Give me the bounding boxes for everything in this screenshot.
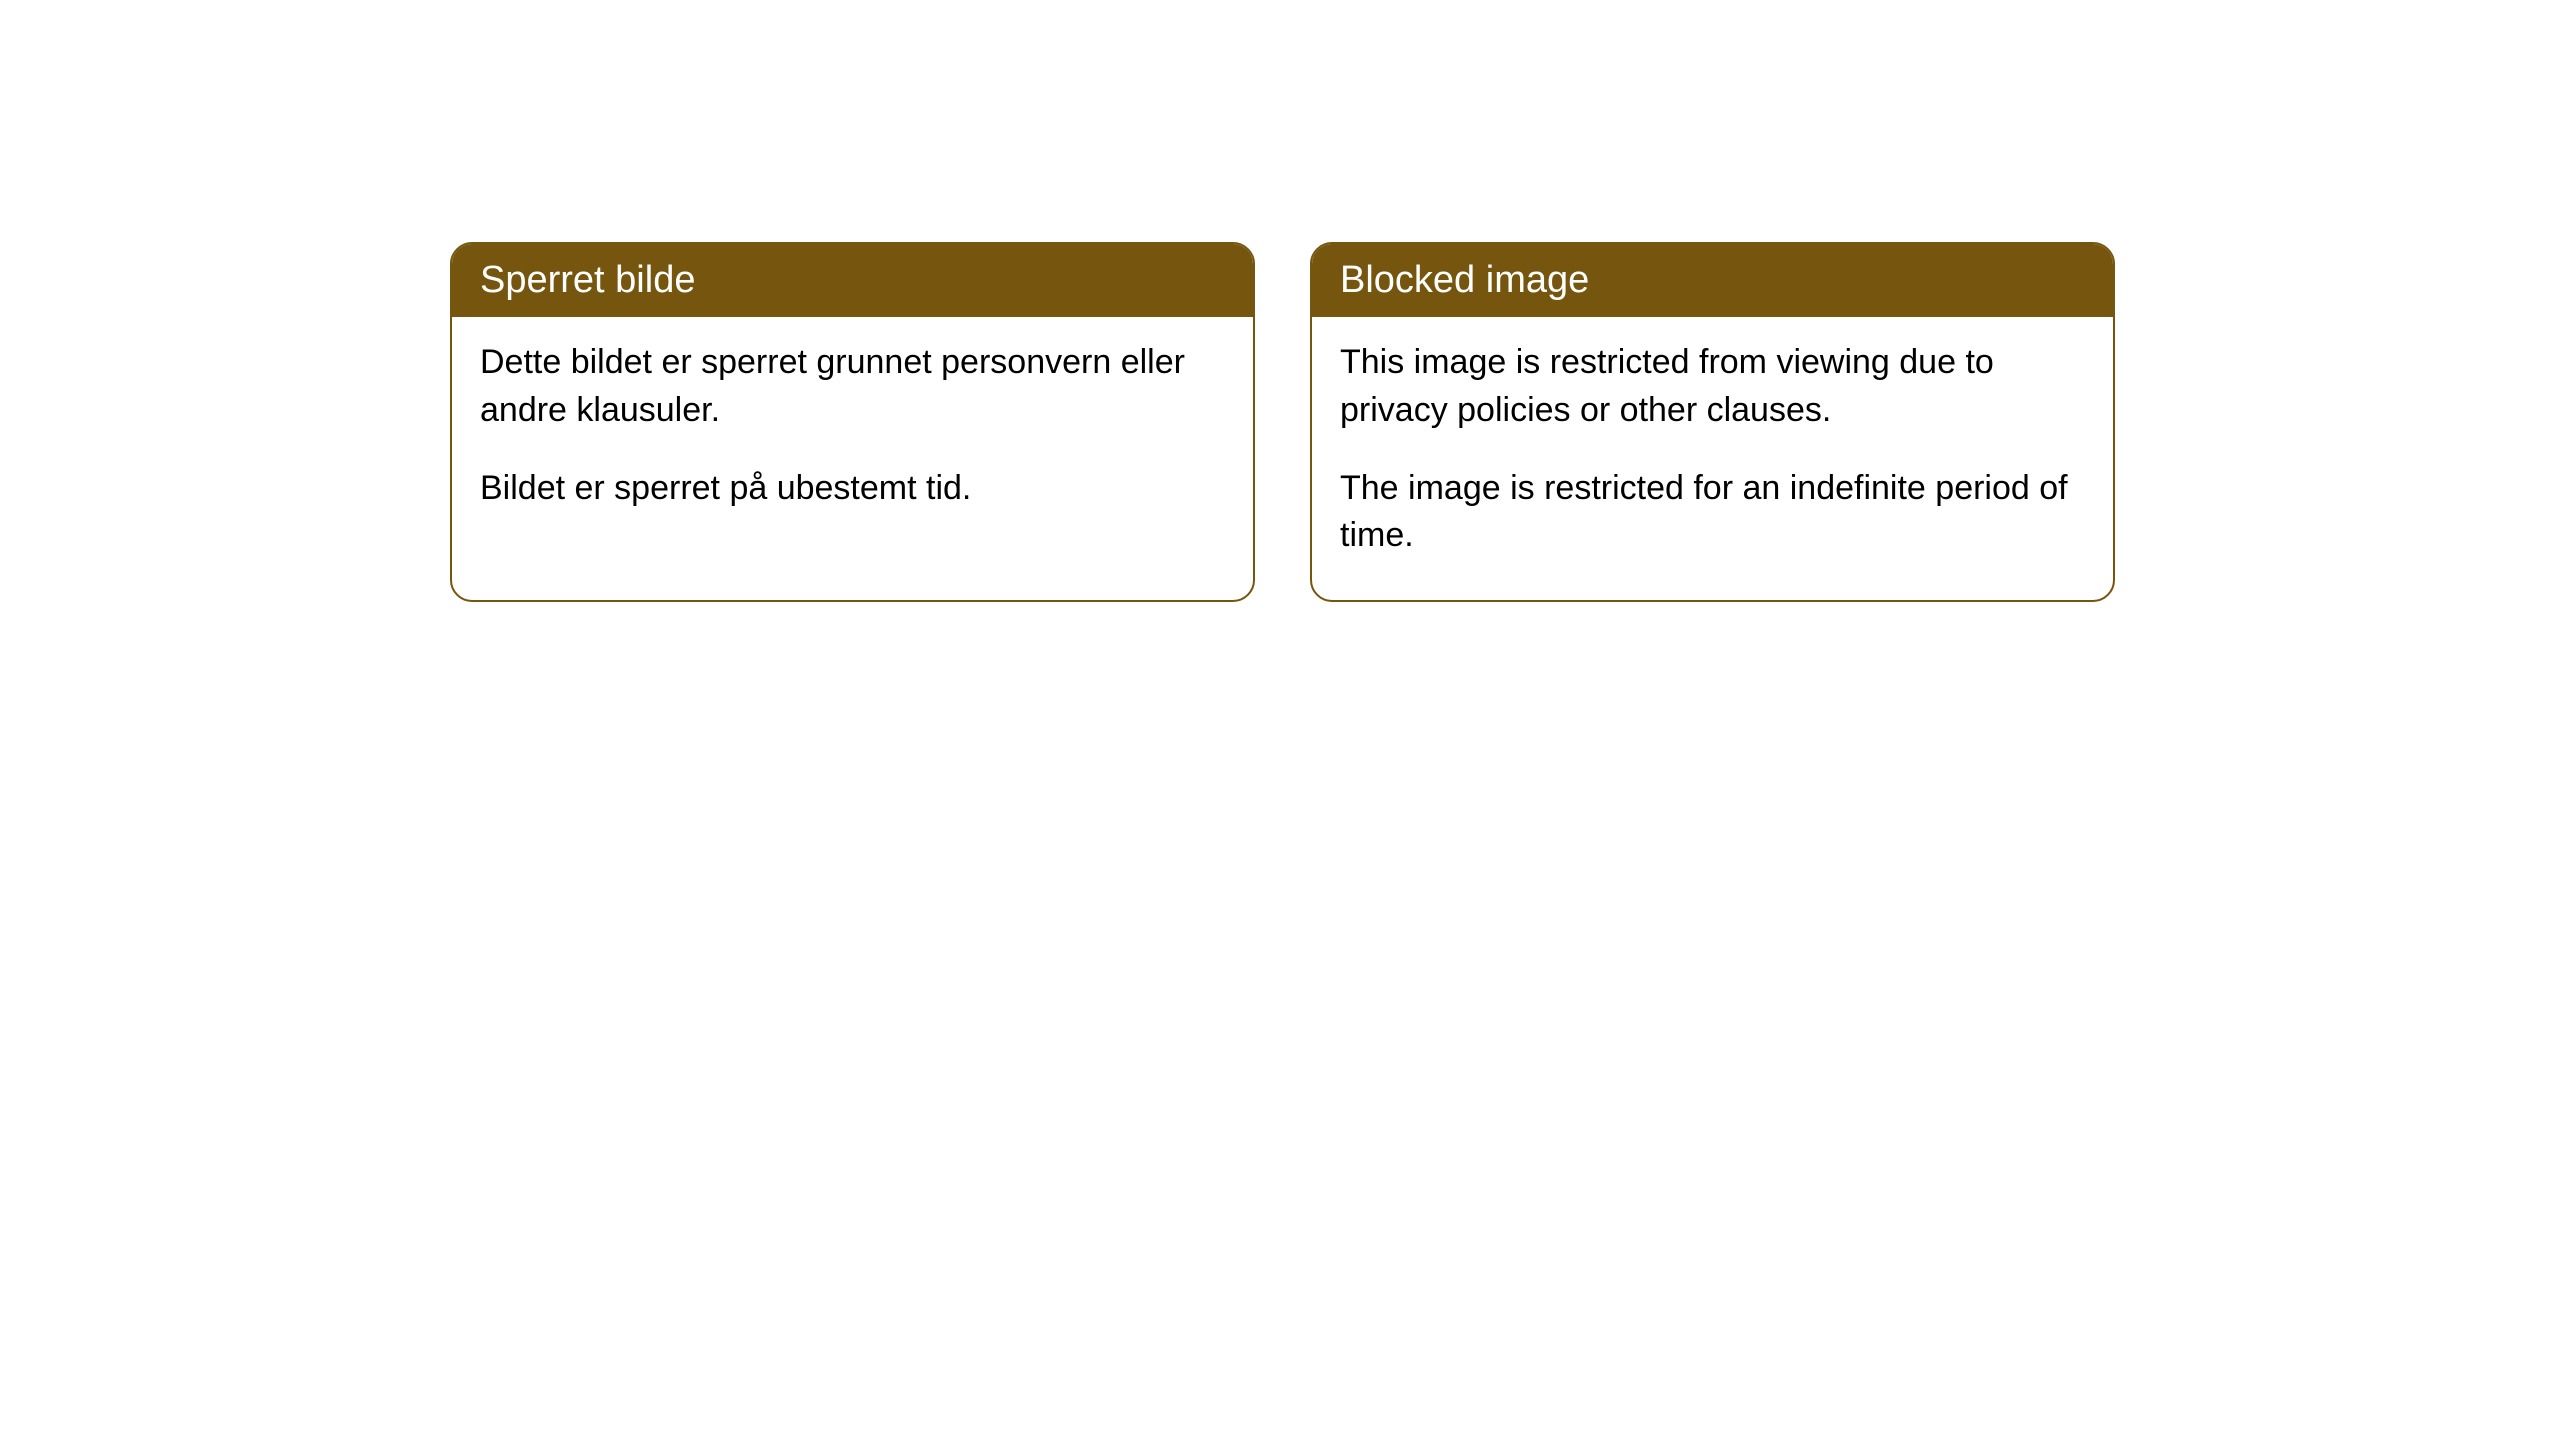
notice-container: Sperret bilde Dette bildet er sperret gr… <box>0 0 2560 602</box>
card-header: Sperret bilde <box>452 244 1253 317</box>
card-paragraph: This image is restricted from viewing du… <box>1340 339 2085 434</box>
card-paragraph: The image is restricted for an indefinit… <box>1340 465 2085 560</box>
notice-card-english: Blocked image This image is restricted f… <box>1310 242 2115 602</box>
card-title: Sperret bilde <box>480 259 695 301</box>
card-title: Blocked image <box>1340 259 1589 301</box>
card-body: This image is restricted from viewing du… <box>1312 317 2113 599</box>
card-header: Blocked image <box>1312 244 2113 317</box>
card-paragraph: Dette bildet er sperret grunnet personve… <box>480 339 1225 434</box>
notice-card-norwegian: Sperret bilde Dette bildet er sperret gr… <box>450 242 1255 602</box>
card-body: Dette bildet er sperret grunnet personve… <box>452 317 1253 552</box>
card-paragraph: Bildet er sperret på ubestemt tid. <box>480 465 1225 513</box>
